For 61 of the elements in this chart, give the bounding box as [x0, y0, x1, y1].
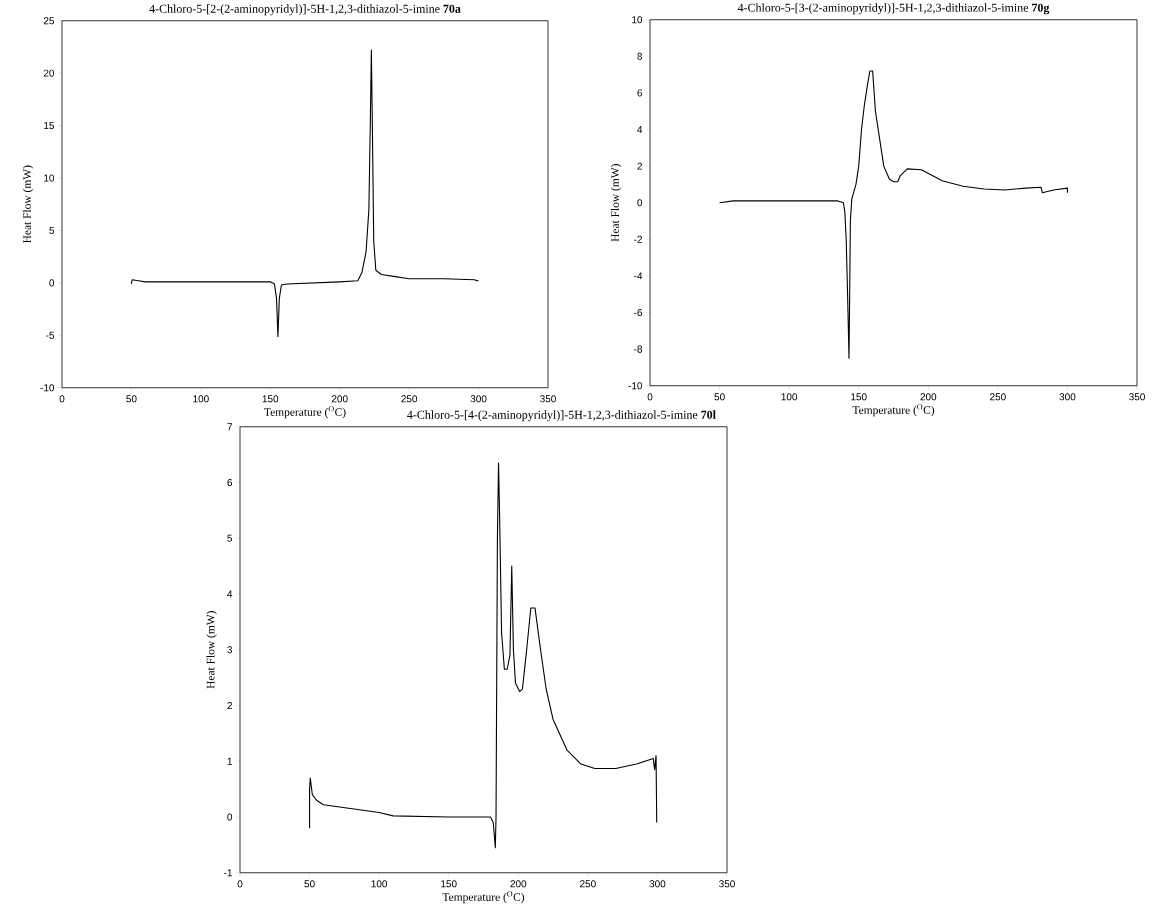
- y-tick-label: 7: [227, 423, 232, 431]
- x-tick-label: 250: [580, 880, 596, 888]
- x-tick-label: 350: [540, 395, 556, 403]
- chart-title: 4-Chloro-5-[2-(2-aminopyridyl)]-5H-1,2,3-dithiazol-5-imine 70a: [149, 4, 461, 16]
- y-tick-label: 2: [227, 702, 232, 710]
- x-tick-label: 50: [126, 395, 137, 403]
- y-tick-label: 5: [49, 227, 55, 235]
- x-axis-title: Temperature ($^{O}$C): [442, 891, 525, 904]
- y-tick-label: -2: [634, 235, 642, 243]
- y-tick-label: 0: [637, 199, 643, 207]
- x-tick-label: 300: [1059, 393, 1076, 401]
- x-tick-label: 50: [304, 880, 315, 888]
- x-axis-title: Temperature ($^{O}$C): [264, 406, 346, 419]
- x-tick-label: 350: [1129, 393, 1145, 401]
- x-tick-label: 200: [510, 880, 527, 888]
- y-tick-label: -1: [224, 869, 232, 877]
- x-tick-label: 150: [262, 395, 279, 403]
- x-tick-label: 300: [649, 880, 666, 888]
- x-tick-label: 250: [401, 395, 418, 403]
- y-tick-label: -4: [634, 272, 643, 280]
- x-tick-label: 300: [470, 395, 487, 403]
- y-tick-label: -8: [634, 345, 643, 353]
- x-tick-label: 0: [647, 393, 653, 401]
- y-tick-label: 5: [227, 534, 233, 542]
- x-tick-label: 0: [59, 395, 65, 403]
- y-tick-label: 4: [637, 126, 643, 134]
- y-axis-title: Heat Flow (mW): [22, 165, 34, 244]
- y-tick-label: 25: [43, 17, 55, 25]
- y-tick-label: 15: [44, 122, 55, 130]
- y-tick-label: 0: [49, 279, 55, 287]
- y-tick-label: -5: [46, 331, 55, 339]
- x-tick-label: 150: [441, 880, 457, 888]
- y-tick-label: 3: [227, 646, 233, 654]
- x-tick-label: 150: [851, 393, 867, 401]
- y-tick-label: 6: [227, 479, 233, 487]
- x-tick-label: 50: [714, 393, 725, 401]
- y-axis-title: Heat Flow (mW): [610, 164, 622, 242]
- y-tick-label: 10: [632, 16, 643, 24]
- y-tick-label: 6: [637, 89, 643, 97]
- x-tick-label: 250: [990, 393, 1006, 401]
- x-tick-label: 0: [237, 880, 243, 888]
- y-tick-label: 10: [44, 174, 55, 182]
- x-tick-label: 200: [331, 395, 348, 403]
- y-tick-label: 4: [227, 590, 233, 598]
- y-tick-label: 1: [227, 757, 232, 765]
- y-tick-label: 2: [637, 162, 642, 170]
- y-tick-label: -6: [634, 309, 643, 317]
- y-tick-label: 0: [227, 813, 233, 821]
- y-tick-label: 8: [637, 52, 643, 60]
- x-tick-label: 100: [781, 393, 798, 401]
- x-tick-label: 100: [193, 395, 209, 403]
- chart-title: 4-Chloro-5-[3-(2-aminopyridyl)]-5H-1,2,3-dithiazol-5-imine 70g: [737, 3, 1050, 15]
- x-tick-label: 100: [371, 880, 388, 888]
- x-axis-title: Temperature ($^{O}$C): [852, 404, 935, 417]
- y-tick-label: 20: [43, 69, 55, 77]
- x-tick-label: 200: [920, 393, 937, 401]
- chart-title: 4-Chloro-5-[4-(2-aminopyridyl)]-5H-1,2,3-dithiazol-5-imine 70l: [407, 410, 716, 422]
- y-tick-label: -10: [40, 384, 55, 392]
- x-tick-label: 350: [719, 880, 735, 888]
- y-tick-label: -10: [628, 382, 643, 390]
- y-axis-title: Heat Flow (mW): [206, 611, 217, 689]
